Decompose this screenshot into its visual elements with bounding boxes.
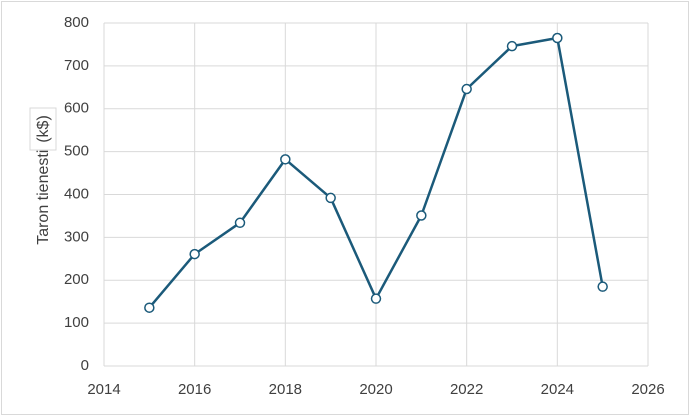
data-point xyxy=(461,83,472,95)
data-point xyxy=(144,302,155,313)
data-point xyxy=(234,217,246,229)
x-tick-label: 2016 xyxy=(178,381,211,398)
y-tick-label: 200 xyxy=(64,271,89,288)
y-tick-label: 500 xyxy=(64,143,89,160)
x-tick-label: 2024 xyxy=(541,381,574,398)
data-point xyxy=(370,293,382,304)
x-tick-label: 2018 xyxy=(269,381,302,398)
y-tick-label: 600 xyxy=(64,100,89,117)
x-tick-label: 2022 xyxy=(450,381,483,398)
y-tick-label: 0 xyxy=(81,357,89,374)
data-point xyxy=(189,248,200,260)
y-axis-unit: (k$) xyxy=(35,115,52,143)
data-point xyxy=(416,210,427,221)
x-tick-label: 2020 xyxy=(359,381,392,398)
y-axis-label: Taron tienestit xyxy=(35,145,52,245)
y-tick-label: 700 xyxy=(64,57,89,74)
data-point xyxy=(597,281,608,292)
y-unit-box xyxy=(29,107,57,151)
data-point xyxy=(280,154,291,165)
y-tick-label: 300 xyxy=(64,228,89,245)
x-tick-label: 2026 xyxy=(631,381,664,398)
data-point xyxy=(506,40,518,52)
y-tick-label: 100 xyxy=(64,314,89,331)
y-tick-label: 400 xyxy=(64,185,89,202)
x-tick-label: 2014 xyxy=(87,381,120,398)
data-point xyxy=(325,192,336,204)
y-tick-label: 800 xyxy=(64,14,89,31)
data-point xyxy=(552,32,563,44)
